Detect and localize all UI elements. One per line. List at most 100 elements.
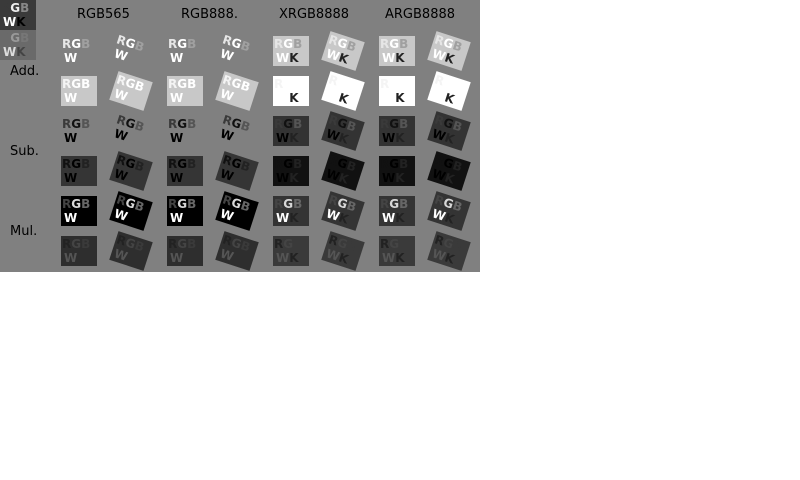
tile-glyph: K [289,131,299,145]
tile-glyph: W [64,91,78,105]
tile-glyph: G [177,237,188,251]
tile-glyph: K [183,91,192,105]
tile-glyph: G [283,117,294,131]
tile-glyph: R [62,117,72,131]
tile-glyph: R [274,197,284,211]
tile-glyph: B [293,37,303,51]
tile-glyph: K [125,210,138,226]
column-header-argb8888: ARGB8888 [385,7,456,22]
tile-glyph: G [283,157,294,171]
tile-glyph: R [380,237,390,251]
tile-glyph: K [231,250,244,266]
tile-glyph: R [380,77,390,91]
tile-glyph: K [443,210,457,227]
reference-swatch: RGB WK RGB WK [0,0,36,60]
tile-glyph: G [177,37,188,51]
tile-glyph: G [283,77,294,91]
tile-glyph: K [443,50,457,67]
tile-glyph: K [337,130,351,147]
tile-glyph: G [177,117,188,131]
tile-glyph: G [71,77,82,91]
tile-glyph: K [231,210,244,226]
tile-glyph: K [77,251,86,265]
tile-glyph: K [77,131,86,145]
tile-glyph: K [289,51,299,65]
tile-glyph: K [183,171,192,185]
tile-glyph: R [62,37,72,51]
tile-glyph: B [187,37,197,51]
tile-glyph: W [170,171,184,185]
tile-glyph: W [170,211,184,225]
tile-glyph: G [389,37,400,51]
tile-glyph: B [399,117,409,131]
tile-glyph: W [382,251,396,265]
tile-glyph: K [443,130,457,147]
tile-glyph: K [395,211,405,225]
tile-glyph: B [187,237,197,251]
tile-glyph: B [81,157,91,171]
tile-glyph: K [231,130,244,146]
tile-glyph: W [276,211,290,225]
tile-glyph: W [276,131,290,145]
tile-glyph: W [64,251,78,265]
tile-glyph: K [125,50,138,66]
tile-glyph: B [399,77,409,91]
tile-glyph: R [380,157,390,171]
column-header-xrgb8888: XRGB8888 [279,7,350,22]
tile-glyph: R [168,77,178,91]
tile-glyph: B [81,117,91,131]
tile-glyph: W [276,171,290,185]
tile-glyph: K [289,171,299,185]
tile-glyph: K [443,170,457,187]
tile-glyph: K [395,131,405,145]
tile-glyph: K [77,51,86,65]
tile-glyph: G [177,77,188,91]
tile-glyph: W [382,51,396,65]
tile-glyph: W [64,131,78,145]
tile-glyph: R [274,117,284,131]
tile-glyph: K [77,211,86,225]
tile-glyph: W [382,131,396,145]
tile-glyph: K [231,90,244,106]
tile-glyph: B [81,37,91,51]
tile-glyph: G [71,237,82,251]
tile-glyph: R [168,117,178,131]
tile-glyph: K [77,91,86,105]
row-label-add: Add. [10,64,40,79]
tile-glyph: R [380,117,390,131]
tile-glyph: R [62,197,72,211]
tile-glyph: K [443,90,457,107]
tile-glyph: R [380,37,390,51]
tile-glyph: K [337,90,351,107]
tile-glyph: K [289,211,299,225]
tile-glyph: R [274,237,284,251]
column-header-rgb565: RGB565 [77,7,130,22]
tile-glyph: K [395,251,405,265]
tile-glyph: K [337,170,351,187]
tile-glyph: B [399,157,409,171]
tile-glyph: B [187,157,197,171]
row-label-sub: Sub. [10,144,39,159]
tile-glyph: K [125,250,138,266]
tile-glyph: W [276,51,290,65]
